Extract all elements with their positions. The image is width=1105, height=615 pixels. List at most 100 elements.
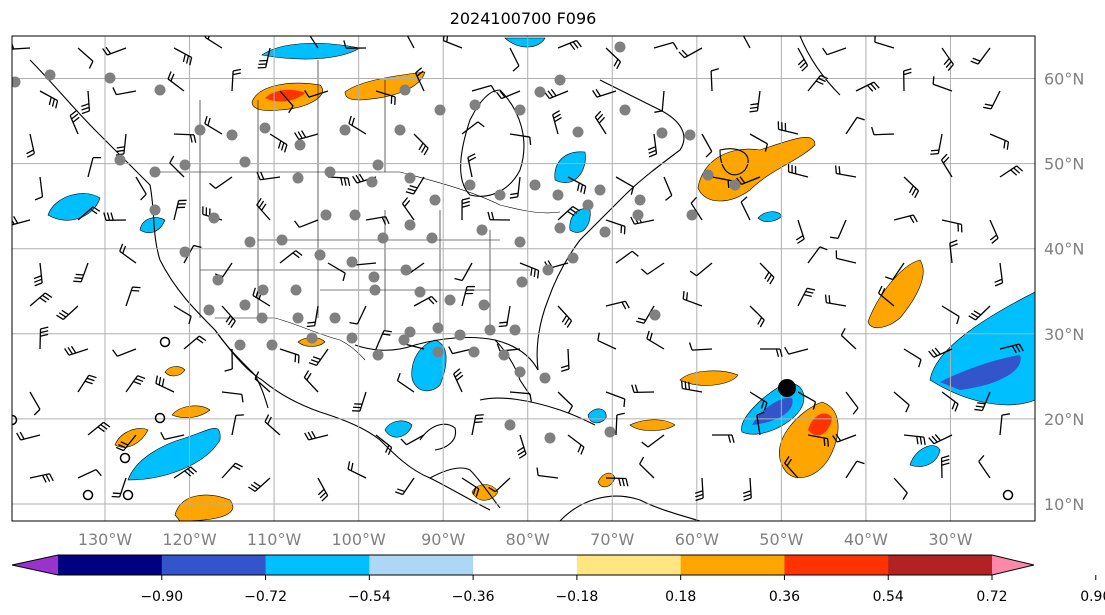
colorbar-tick-label: 0.54 <box>873 589 904 605</box>
station-marker <box>203 304 215 316</box>
wind-barb <box>33 262 43 287</box>
wind-barb <box>167 71 185 92</box>
wind-barb <box>893 391 910 413</box>
wind-barb <box>615 412 625 436</box>
station-marker <box>404 219 416 231</box>
wind-barb <box>605 391 626 408</box>
wind-barb <box>680 380 703 393</box>
station-marker <box>454 329 466 341</box>
wind-barb <box>221 462 243 479</box>
wind-barb <box>349 305 367 325</box>
wind-barb <box>400 434 425 446</box>
station-marker <box>346 332 358 344</box>
wind-barb <box>928 434 953 445</box>
wind-barb <box>29 391 41 416</box>
station-marker <box>476 224 488 236</box>
wind-barb <box>557 391 573 414</box>
colorbar-tick-label: −0.36 <box>452 589 495 605</box>
colorbar-segment <box>576 555 682 575</box>
station-marker <box>542 264 554 276</box>
wind-barb <box>552 110 562 135</box>
longitude-label: 90°W <box>421 530 465 549</box>
station-marker <box>208 212 220 224</box>
map-frame <box>11 35 1036 522</box>
wind-barb <box>231 68 242 92</box>
wind-barb <box>994 262 1004 287</box>
wind-barb <box>173 199 187 221</box>
wind-barb <box>115 434 137 452</box>
station-marker <box>444 294 456 306</box>
wind-barb <box>317 477 329 502</box>
wind-barb <box>209 176 233 189</box>
station-marker <box>194 124 206 136</box>
wind-barb <box>442 36 463 49</box>
station-marker <box>346 256 358 268</box>
station-marker <box>369 284 381 296</box>
wind-barb <box>711 434 735 443</box>
gulf-coast <box>354 337 539 371</box>
latitude-label: 60°N <box>1044 70 1084 89</box>
wind-barb <box>34 176 44 201</box>
wind-barb <box>682 291 703 307</box>
wind-barb <box>784 456 799 479</box>
station-marker <box>366 176 378 188</box>
wind-barb <box>941 305 960 325</box>
wind-barb <box>749 90 761 113</box>
wind-barb <box>348 115 367 135</box>
longitude-label: 110°W <box>247 530 302 549</box>
wind-barb <box>749 391 768 411</box>
colorbar-tick-label: 0.18 <box>665 589 696 605</box>
wind-barb <box>304 90 329 98</box>
station-marker <box>604 426 616 438</box>
wind-barb <box>183 335 207 350</box>
positive-anomaly-region <box>867 259 924 329</box>
colorbar-tick-label: −0.72 <box>244 589 287 605</box>
wind-barb <box>807 246 828 264</box>
wind-barb <box>496 90 521 100</box>
station-marker <box>514 104 526 116</box>
wind-barb <box>930 133 943 155</box>
wind-barb <box>824 294 847 307</box>
colorbar-segment <box>473 555 578 575</box>
wind-barb <box>509 176 521 199</box>
wind-barb <box>254 371 271 393</box>
wind-barb <box>855 81 880 92</box>
wind-barb <box>807 434 829 447</box>
wind-barb <box>294 130 319 141</box>
wind-barb <box>639 456 655 479</box>
station-marker <box>702 169 714 181</box>
station-marker <box>434 104 446 116</box>
wind-barb <box>903 68 912 92</box>
colorbar-tick-label: −0.90 <box>140 589 183 605</box>
station-marker <box>257 284 269 296</box>
wind-barb <box>111 477 127 498</box>
wind-barb <box>221 305 236 328</box>
station-marker <box>292 312 304 324</box>
longitude-label: 70°W <box>590 530 634 549</box>
station-marker <box>339 124 351 136</box>
colorbar-segment <box>888 555 993 575</box>
station-marker <box>572 126 584 138</box>
open-station-marker <box>154 412 166 424</box>
station-marker <box>398 334 410 346</box>
station-marker <box>404 326 416 338</box>
wind-barb <box>615 250 639 264</box>
wind-barb <box>835 250 857 264</box>
wind-barb <box>125 286 141 307</box>
station-marker <box>469 99 481 111</box>
wind-barb <box>73 262 89 283</box>
wind-barb <box>519 262 540 279</box>
station-marker <box>394 124 406 136</box>
wind-barb <box>903 176 920 199</box>
wind-barb <box>932 76 953 92</box>
wind-barb <box>294 219 319 228</box>
wind-barb <box>224 348 233 372</box>
wind-barb <box>597 332 617 350</box>
wind-barb <box>304 430 329 441</box>
station-marker <box>684 129 696 141</box>
colorbar-tick-label: −0.18 <box>555 589 598 605</box>
south-america <box>559 495 701 521</box>
wind-barb <box>797 47 809 72</box>
wind-barb <box>884 262 905 281</box>
wind-barb <box>498 305 511 328</box>
